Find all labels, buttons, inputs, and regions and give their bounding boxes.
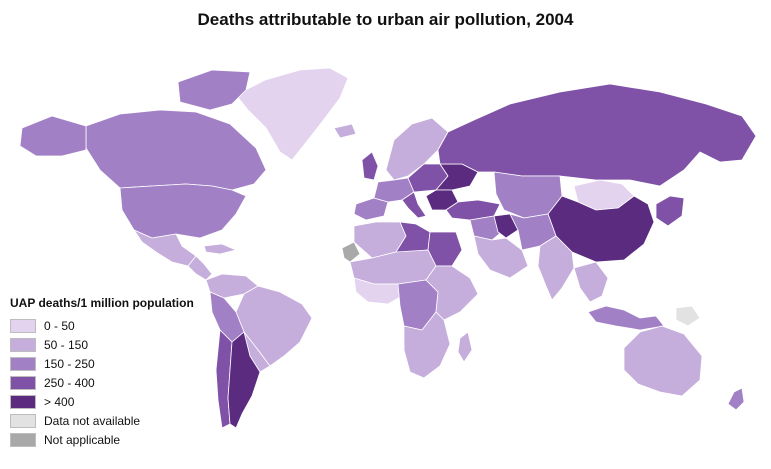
legend-swatch-data-not-available	[10, 413, 36, 428]
region-arabia	[473, 235, 529, 279]
legend-swatch-50-150	[10, 337, 36, 352]
region-turkey	[445, 199, 501, 221]
region-usa	[119, 183, 247, 239]
region-new-zealand	[727, 387, 745, 411]
legend-swatch-250-400	[10, 375, 36, 390]
legend-title: UAP deaths/1 million population	[10, 296, 194, 310]
legend-row: 0 - 50	[10, 316, 194, 335]
region-canada	[85, 109, 267, 191]
legend-label: 150 - 250	[44, 356, 95, 371]
region-east-africa	[425, 265, 479, 321]
region-arctic-islands	[177, 69, 251, 111]
legend-swatch-not-applicable	[10, 432, 36, 447]
legend-label: > 400	[44, 394, 75, 409]
map-legend: UAP deaths/1 million population 0 - 50 5…	[10, 296, 194, 449]
region-iberia	[353, 197, 389, 221]
legend-row: Not applicable	[10, 430, 194, 449]
legend-row: 150 - 250	[10, 354, 194, 373]
region-southern-africa	[403, 311, 451, 379]
legend-label: Not applicable	[44, 432, 121, 447]
region-italy	[401, 191, 427, 219]
legend-label: 250 - 400	[44, 375, 95, 390]
legend-row: Data not available	[10, 411, 194, 430]
region-uk-ireland	[361, 151, 379, 181]
legend-label: Data not available	[44, 413, 141, 428]
region-western-sahara	[341, 241, 361, 263]
region-caribbean	[203, 243, 237, 255]
map-title: Deaths attributable to urban air polluti…	[197, 10, 574, 29]
region-sahel	[349, 249, 437, 285]
region-alaska	[19, 115, 87, 157]
legend-label: 0 - 50	[44, 318, 75, 333]
region-iceland	[333, 123, 357, 139]
legend-row: 250 - 400	[10, 373, 194, 392]
region-iraq-syria	[493, 213, 519, 239]
region-west-africa	[353, 277, 403, 305]
region-madagascar	[457, 331, 473, 363]
legend-swatch-150-250	[10, 356, 36, 371]
region-greenland	[235, 67, 349, 161]
region-china	[547, 195, 655, 263]
region-indonesia-philippines	[587, 305, 665, 331]
legend-swatch-over-400	[10, 394, 36, 409]
region-australia	[623, 325, 703, 397]
region-central-america	[187, 255, 213, 281]
region-india	[537, 235, 575, 301]
region-argentina	[227, 331, 261, 429]
region-russia	[437, 83, 757, 187]
legend-row: 50 - 150	[10, 335, 194, 354]
region-new-guinea	[675, 305, 701, 327]
region-southeast-asia	[573, 261, 609, 303]
legend-swatch-0-50	[10, 318, 36, 333]
region-korea-japan	[655, 195, 685, 227]
legend-label: 50 - 150	[44, 337, 89, 352]
legend-row: > 400	[10, 392, 194, 411]
